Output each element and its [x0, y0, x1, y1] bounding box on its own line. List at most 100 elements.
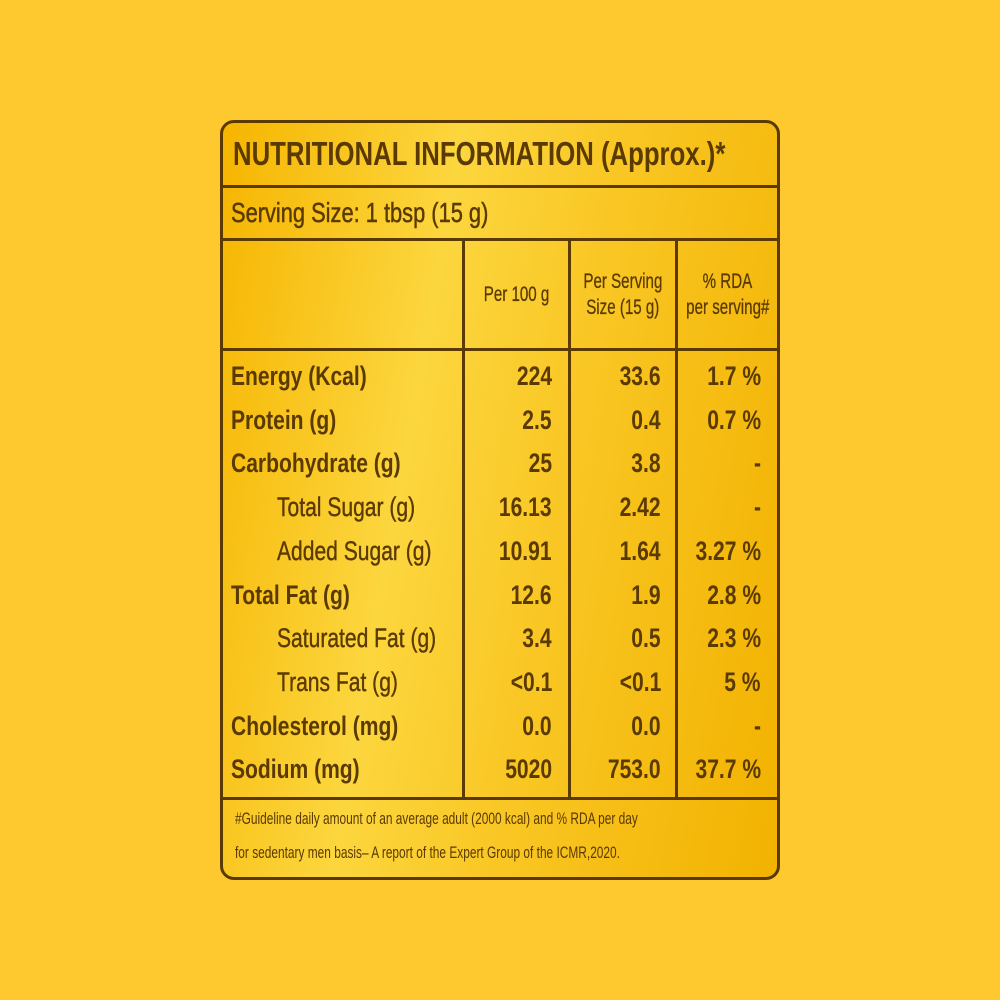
cell-text: <0.1: [510, 666, 552, 697]
cell-text: 37.7 %: [695, 754, 761, 785]
cell-text: Total Fat (g): [231, 579, 350, 610]
rda-value: 2.8 %: [692, 573, 761, 617]
cell-text: 0.7 %: [707, 404, 761, 435]
per-100g-value: 3.4: [514, 616, 552, 660]
cell-text: -: [753, 710, 761, 741]
label-title: NUTRITIONAL INFORMATION (Approx.)*: [233, 135, 726, 172]
nutrient-row: Energy (Kcal) 224 33.6 1.7 %: [223, 354, 777, 398]
per-100g-value: 5020: [492, 747, 552, 791]
column-divider: [462, 241, 465, 797]
cell-text: 33.6: [620, 361, 661, 391]
cell-text: 1.9: [631, 579, 661, 610]
rda-value: 2.3 %: [692, 616, 761, 660]
nutrient-name: Carbohydrate (g): [231, 441, 449, 485]
nutrient-row: Sodium (mg) 5020 753.0 37.7 %: [223, 747, 777, 791]
cell-text: Added Sugar (g): [277, 535, 432, 566]
cell-text: <0.1: [619, 666, 661, 697]
rda-value: 3.27 %: [677, 529, 761, 573]
cell-text: 10.91: [499, 535, 552, 566]
footnote-line: #Guideline daily amount of an average ad…: [235, 809, 638, 828]
cell-text: 753.0: [608, 754, 661, 785]
cell-text: Energy (Kcal): [231, 361, 367, 391]
column-divider: [675, 241, 678, 797]
cell-text: 1.64: [620, 535, 661, 566]
per-serving-value: 0.4: [623, 398, 661, 442]
per-serving-value: 2.42: [608, 485, 661, 529]
divider: [223, 185, 777, 188]
rda-value: -: [752, 704, 761, 748]
nutrient-row: Total Sugar (g) 16.13 2.42 -: [223, 485, 777, 529]
cell-text: 5 %: [724, 666, 761, 697]
cell-text: 2.42: [620, 492, 661, 523]
per-100g-value: 0.0: [514, 704, 552, 748]
cell-text: 0.0: [631, 710, 661, 741]
column-header: % RDA per serving#: [678, 241, 777, 348]
cell-text: 2.3 %: [707, 623, 761, 654]
column-header: Per Serving Size (15 g): [571, 241, 675, 348]
cell-text: Protein (g): [231, 404, 337, 435]
header-line: Size (15 g): [586, 295, 660, 319]
cell-text: -: [753, 492, 761, 523]
divider: [223, 238, 777, 241]
per-100g-value: 25: [522, 441, 552, 485]
nutrient-name: Added Sugar (g): [277, 529, 475, 573]
rda-value: 37.7 %: [677, 747, 761, 791]
cell-text: Sodium (mg): [231, 754, 360, 785]
header-line: Per 100 g: [483, 282, 550, 306]
per-100g-value: 10.91: [484, 529, 552, 573]
per-100g-value: 224: [507, 354, 552, 398]
cell-text: 1.7 %: [707, 361, 761, 391]
nutrient-row: Added Sugar (g) 10.91 1.64 3.27 %: [223, 529, 777, 573]
per-100g-value: <0.1: [499, 660, 552, 704]
nutrient-row: Protein (g) 2.5 0.4 0.7 %: [223, 398, 777, 442]
rda-value: 0.7 %: [692, 398, 761, 442]
rda-value: 5 %: [714, 660, 761, 704]
column-divider: [568, 241, 571, 797]
header-line: Per Serving: [583, 269, 663, 293]
per-serving-value: 0.5: [623, 616, 661, 660]
per-serving-value: <0.1: [608, 660, 661, 704]
footnote-line: for sedentary men basis– A report of the…: [235, 843, 620, 862]
per-serving-value: 3.8: [623, 441, 661, 485]
rda-value: -: [752, 441, 761, 485]
nutrient-row: Cholesterol (mg) 0.0 0.0 -: [223, 704, 777, 748]
nutrient-row: Trans Fat (g) <0.1 <0.1 5 %: [223, 660, 777, 704]
rda-value: -: [752, 485, 761, 529]
per-serving-value: 0.0: [623, 704, 661, 748]
header-line: % RDA: [702, 269, 753, 293]
per-serving-value: 1.64: [608, 529, 661, 573]
cell-text: 3.8: [631, 448, 661, 479]
cell-text: Trans Fat (g): [277, 666, 398, 697]
cell-text: Total Sugar (g): [277, 492, 416, 523]
nutrient-name: Total Sugar (g): [277, 485, 454, 529]
nutrition-label: NUTRITIONAL INFORMATION (Approx.)* Servi…: [220, 120, 780, 880]
nutrient-row: Carbohydrate (g) 25 3.8 -: [223, 441, 777, 485]
cell-text: 0.5: [631, 623, 661, 654]
cell-text: Carbohydrate (g): [231, 448, 401, 479]
cell-text: Saturated Fat (g): [277, 623, 437, 654]
cell-text: 0.4: [631, 404, 661, 435]
per-serving-value: 1.9: [623, 573, 661, 617]
cell-text: 3.4: [522, 623, 552, 654]
cell-text: 224: [516, 361, 552, 391]
per-serving-value: 753.0: [593, 747, 661, 791]
nutrient-name: Saturated Fat (g): [277, 616, 481, 660]
per-serving-value: 33.6: [608, 354, 661, 398]
divider: [223, 348, 777, 351]
nutrient-name: Trans Fat (g): [277, 660, 432, 704]
nutrient-name: Sodium (mg): [231, 747, 396, 791]
nutrient-row: Saturated Fat (g) 3.4 0.5 2.3 %: [223, 616, 777, 660]
cell-text: 16.13: [499, 492, 552, 523]
rda-value: 1.7 %: [692, 354, 761, 398]
nutrient-name: Energy (Kcal): [231, 354, 405, 398]
cell-text: 5020: [505, 754, 552, 785]
nutrient-name: Cholesterol (mg): [231, 704, 446, 748]
cell-text: 0.0: [522, 710, 552, 741]
cell-text: 25: [528, 448, 552, 479]
nutrient-name: Protein (g): [231, 398, 366, 442]
cell-text: Cholesterol (mg): [231, 710, 399, 741]
per-100g-value: 2.5: [514, 398, 552, 442]
cell-text: 2.8 %: [707, 579, 761, 610]
serving-size: Serving Size: 1 tbsp (15 g): [231, 197, 489, 229]
